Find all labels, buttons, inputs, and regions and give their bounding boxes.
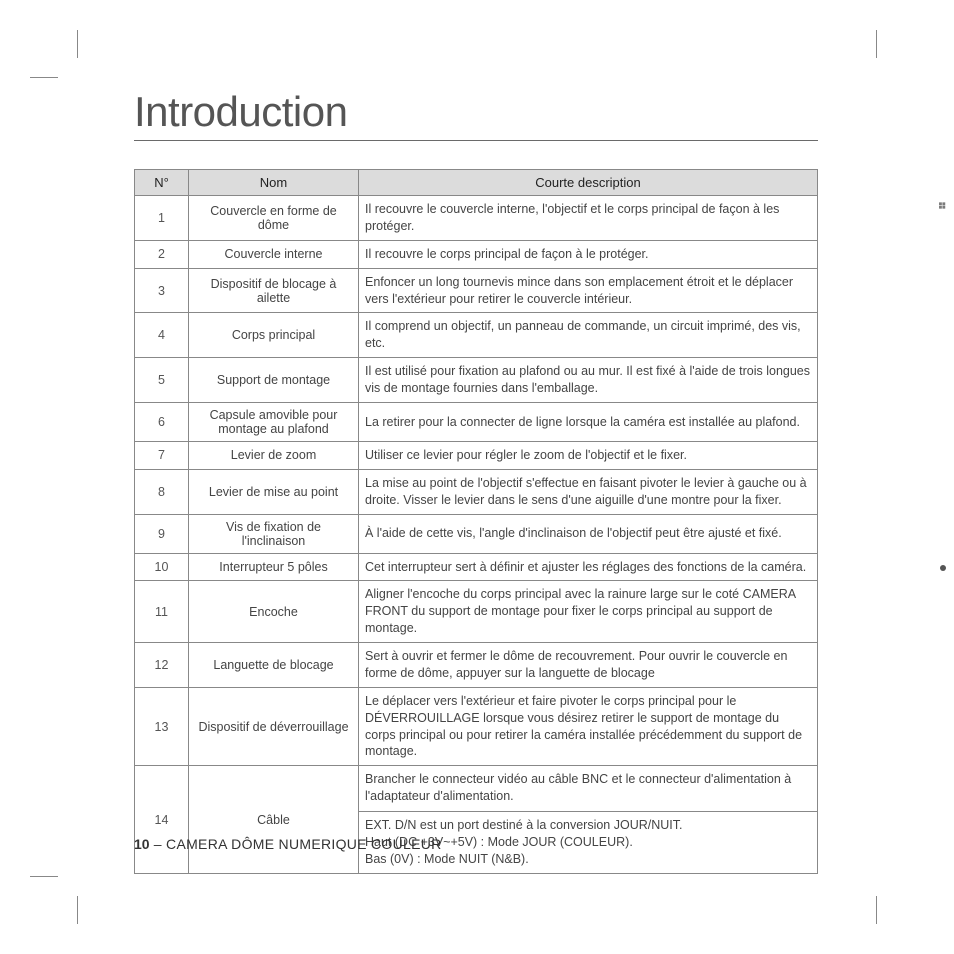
row-name: Interrupteur 5 pôles [189, 553, 359, 581]
row-number: 4 [135, 313, 189, 358]
row-name: Corps principal [189, 313, 359, 358]
row-number: 12 [135, 643, 189, 688]
crop-mark-bottom-left [0, 874, 80, 954]
table-row: 6Capsule amovible pour montage au plafon… [135, 402, 818, 441]
table-row: 8Levier de mise au pointLa mise au point… [135, 469, 818, 514]
row-name: Dispositif de déverrouillage [189, 687, 359, 766]
col-header-number: N° [135, 170, 189, 196]
table-row: 5Support de montageIl est utilisé pour f… [135, 358, 818, 403]
page-footer: 10 – CAMERA DÔME NUMERIQUE COULEUR [134, 836, 442, 852]
table-row: 12Languette de blocageSert à ouvrir et f… [135, 643, 818, 688]
parts-table: N° Nom Courte description 1Couvercle en … [134, 169, 818, 874]
row-name: Câble [189, 766, 359, 873]
row-number: 9 [135, 514, 189, 553]
row-number: 5 [135, 358, 189, 403]
row-name: Vis de fixation de l'inclinaison [189, 514, 359, 553]
footer-text: CAMERA DÔME NUMERIQUE COULEUR [166, 836, 442, 852]
col-header-desc: Courte description [359, 170, 818, 196]
row-name: Levier de zoom [189, 441, 359, 469]
crop-mark-top-left [0, 0, 80, 80]
row-description: Il comprend un objectif, un panneau de c… [359, 313, 818, 358]
crop-mark-bottom-right [874, 874, 954, 954]
row-description: La mise au point de l'objectif s'effectu… [359, 469, 818, 514]
row-name: Couvercle en forme de dôme [189, 196, 359, 241]
row-name: Dispositif de blocage à ailette [189, 268, 359, 313]
row-number: 10 [135, 553, 189, 581]
row-name: Capsule amovible pour montage au plafond [189, 402, 359, 441]
table-row: 1Couvercle en forme de dômeIl recouvre l… [135, 196, 818, 241]
row-number: 14 [135, 766, 189, 873]
margin-diamond-icon [936, 197, 950, 211]
row-description: Il recouvre le couvercle interne, l'obje… [359, 196, 818, 241]
page-title: Introduction [134, 90, 818, 140]
table-header-row: N° Nom Courte description [135, 170, 818, 196]
footer-sep: – [150, 836, 166, 852]
row-description: Sert à ouvrir et fermer le dôme de recou… [359, 643, 818, 688]
row-number: 11 [135, 581, 189, 643]
row-description: À l'aide de cette vis, l'angle d'inclina… [359, 514, 818, 553]
table-row: 3Dispositif de blocage à ailetteEnfoncer… [135, 268, 818, 313]
row-name: Levier de mise au point [189, 469, 359, 514]
col-header-name: Nom [189, 170, 359, 196]
table-row: 4Corps principalIl comprend un objectif,… [135, 313, 818, 358]
row-description: Le déplacer vers l'extérieur et faire pi… [359, 687, 818, 766]
table-row: 14CâbleBrancher le connecteur vidéo au c… [135, 766, 818, 873]
page-title-rule: Introduction [134, 90, 818, 141]
table-row: 13Dispositif de déverrouillageLe déplace… [135, 687, 818, 766]
row-description: Aligner l'encoche du corps principal ave… [359, 581, 818, 643]
table-row: 2Couvercle interneIl recouvre le corps p… [135, 240, 818, 268]
row-description: La retirer pour la connecter de ligne lo… [359, 402, 818, 441]
row-description: Utiliser ce levier pour régler le zoom d… [359, 441, 818, 469]
row-name: Support de montage [189, 358, 359, 403]
row-description: Il recouvre le corps principal de façon … [359, 240, 818, 268]
page-content: Introduction N° Nom Courte description 1… [134, 90, 818, 874]
row-description: Cet interrupteur sert à définir et ajust… [359, 553, 818, 581]
row-description: Brancher le connecteur vidéo au câble BN… [359, 766, 818, 873]
row-name: Languette de blocage [189, 643, 359, 688]
table-row: 10Interrupteur 5 pôlesCet interrupteur s… [135, 553, 818, 581]
row-number: 7 [135, 441, 189, 469]
crop-mark-top-right [874, 0, 954, 80]
row-number: 3 [135, 268, 189, 313]
margin-bullet-icon [940, 565, 946, 571]
row-name: Couvercle interne [189, 240, 359, 268]
table-row: 11EncocheAligner l'encoche du corps prin… [135, 581, 818, 643]
table-row: 7Levier de zoomUtiliser ce levier pour r… [135, 441, 818, 469]
row-number: 6 [135, 402, 189, 441]
page-number: 10 [134, 836, 150, 852]
row-description: Enfoncer un long tournevis mince dans so… [359, 268, 818, 313]
row-number: 2 [135, 240, 189, 268]
row-name: Encoche [189, 581, 359, 643]
table-row: 9Vis de fixation de l'inclinaisonÀ l'aid… [135, 514, 818, 553]
row-number: 8 [135, 469, 189, 514]
row-number: 1 [135, 196, 189, 241]
row-number: 13 [135, 687, 189, 766]
row-description: Il est utilisé pour fixation au plafond … [359, 358, 818, 403]
